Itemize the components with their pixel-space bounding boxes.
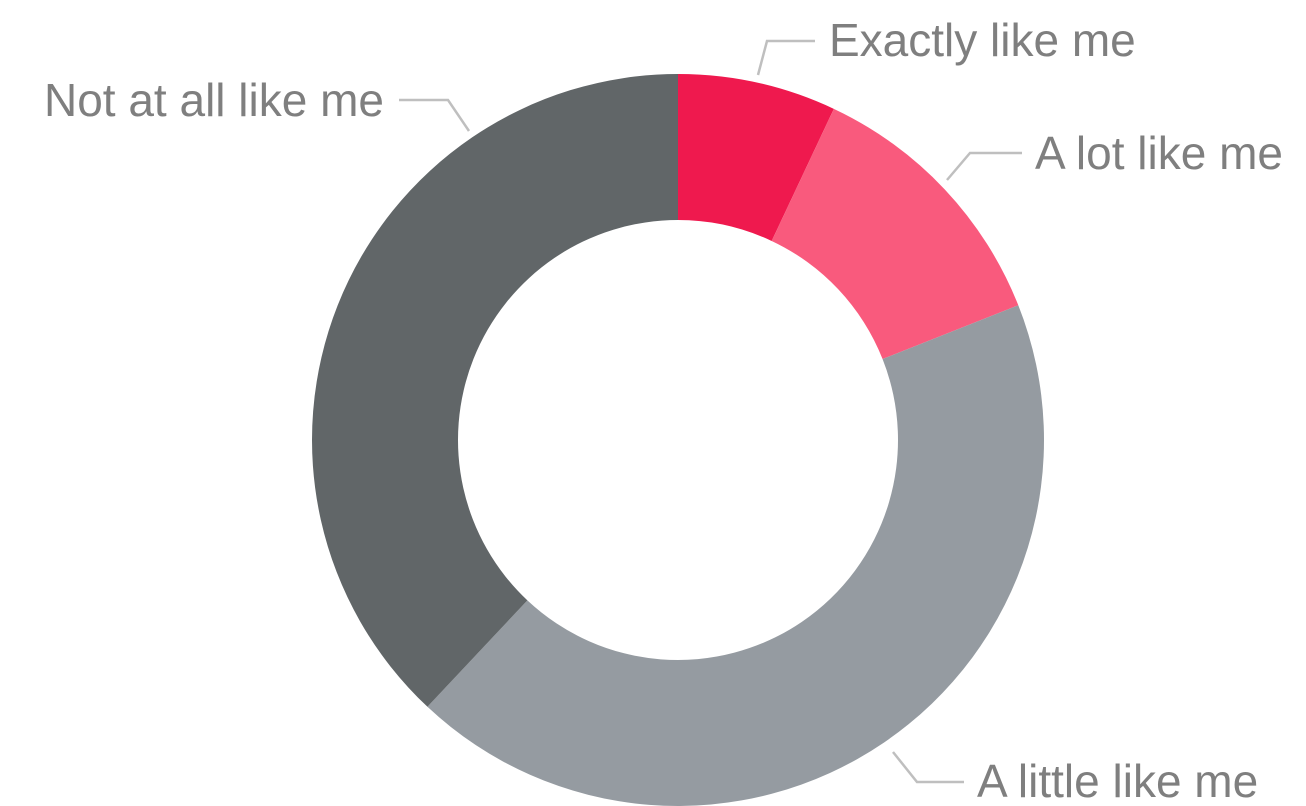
slice-exactly-like-me <box>678 74 834 241</box>
slice-label-exactly-like-me: Exactly like me <box>829 14 1136 66</box>
leader-lines-layer <box>399 39 1022 784</box>
slice-a-little-like-me <box>427 305 1044 806</box>
labels-layer: Exactly like me A lot like me A little lik… <box>44 14 1283 806</box>
leader-line-a-lot-like-me <box>946 151 1022 181</box>
slice-label-a-little-like-me: A little like me <box>977 755 1258 806</box>
slice-a-lot-like-me <box>771 108 1019 360</box>
leader-line-not-at-all-like-me <box>399 98 471 132</box>
slice-not-at-all-like-me <box>312 74 678 707</box>
slice-label-a-lot-like-me: A lot like me <box>1035 127 1283 179</box>
slices-layer <box>312 74 1044 806</box>
leader-line-a-little-like-me <box>892 751 964 784</box>
slice-label-not-at-all-like-me: Not at all like me <box>44 74 384 126</box>
leader-line-exactly-like-me <box>756 39 815 76</box>
